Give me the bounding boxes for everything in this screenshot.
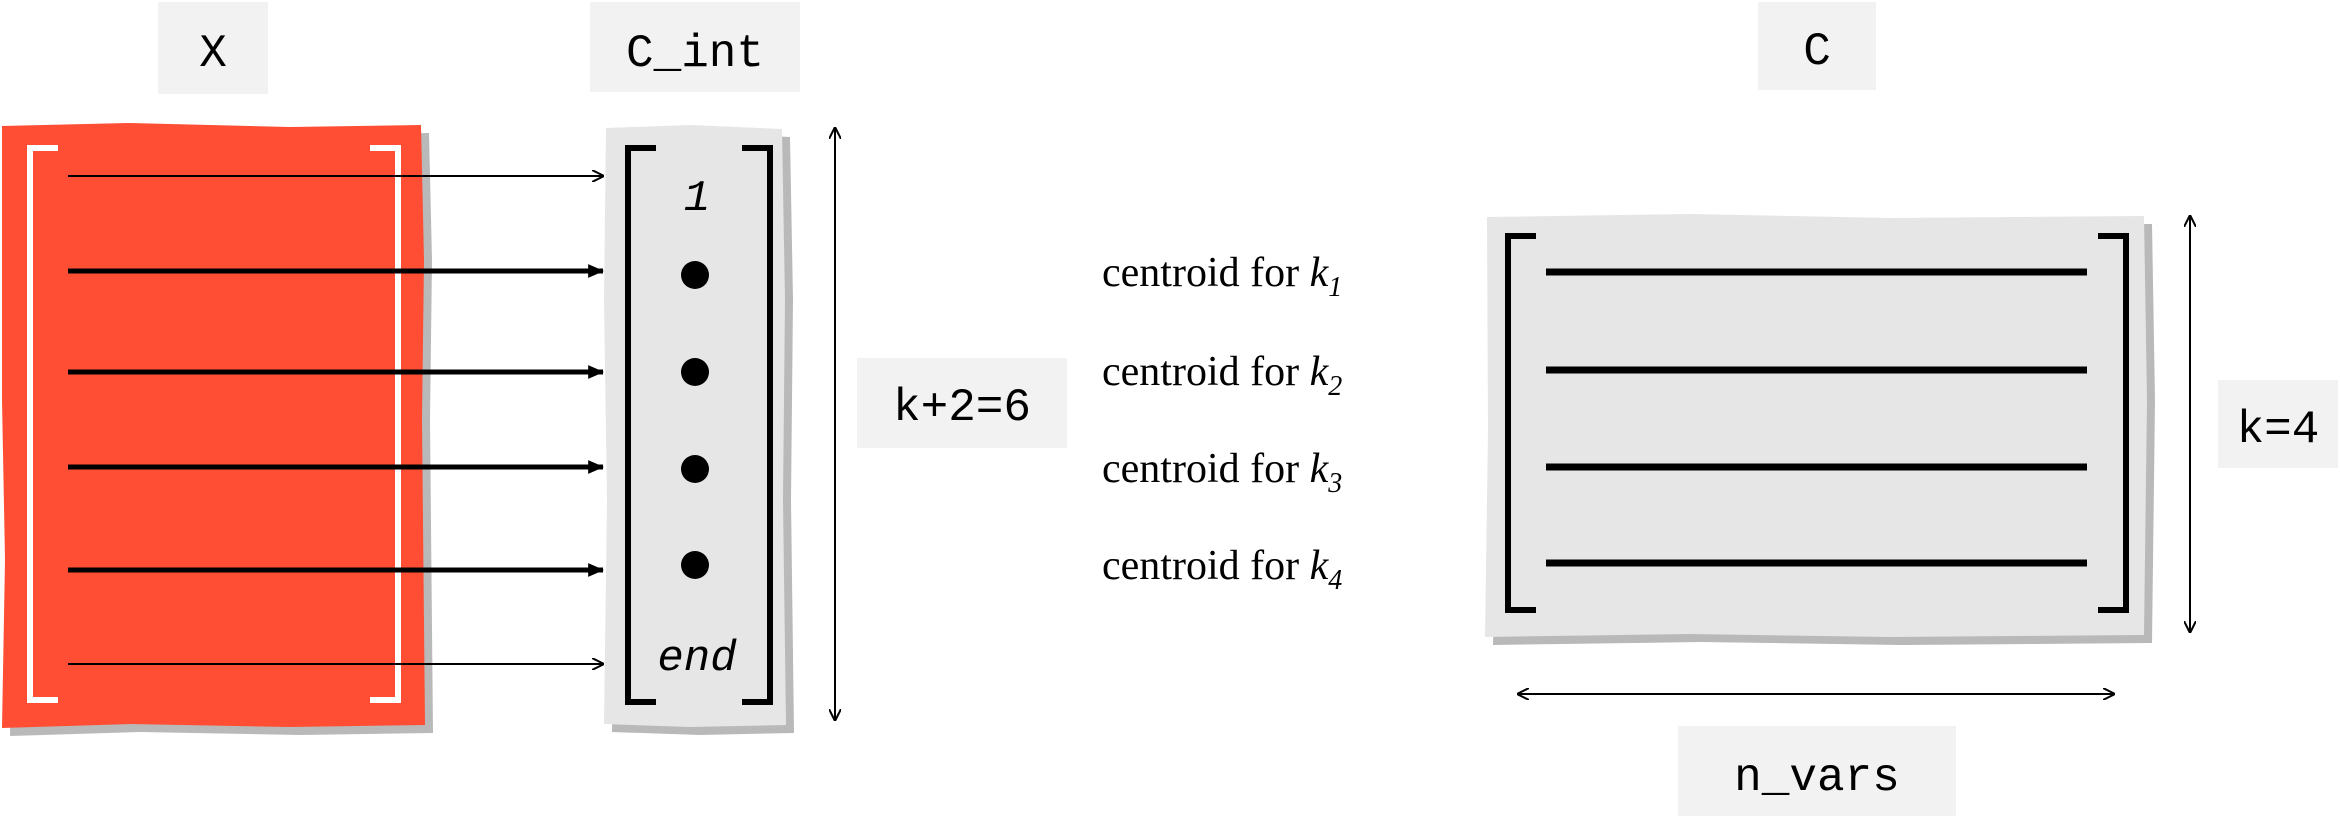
c-height-label: k=4 (2237, 404, 2320, 456)
svg-text:C_int: C_int (626, 28, 764, 80)
centroid-label-2: centroid for k2 (1102, 349, 1342, 402)
label-c: C (1758, 2, 1876, 90)
c-int-dot-4 (681, 551, 709, 579)
c-int-vector: 1 end (604, 125, 794, 735)
svg-text:C: C (1803, 26, 1831, 78)
c-width-dimension: n_vars (1518, 694, 2114, 816)
c-left-bracket (1505, 233, 1536, 613)
label-c-int: C_int (590, 2, 800, 92)
c-int-dot-2 (681, 358, 709, 386)
label-x: X (158, 2, 268, 94)
c-width-label: n_vars (1734, 752, 1900, 804)
c-int-dot-3 (681, 455, 709, 483)
c-int-left-bracket (625, 145, 656, 705)
centroid-labels: centroid for k1 centroid for k2 centroid… (1102, 250, 1342, 596)
c-int-dot-1 (681, 261, 709, 289)
centroid-label-3: centroid for k3 (1102, 446, 1342, 499)
x-matrix (2, 123, 433, 736)
row-arrows (68, 176, 605, 664)
c-int-last-entry: end (657, 634, 737, 684)
centroid-label-1: centroid for k1 (1102, 250, 1342, 303)
centroid-label-4: centroid for k4 (1102, 543, 1342, 596)
c-height-dimension: k=4 (2190, 216, 2338, 632)
c-matrix (1485, 214, 2155, 645)
x-left-bracket (27, 145, 58, 703)
c-int-right-bracket (742, 145, 773, 705)
c-int-height-dimension: k+2=6 (835, 128, 1067, 720)
x-right-bracket (370, 145, 401, 703)
c-right-bracket (2098, 233, 2129, 613)
c-int-height-label: k+2=6 (893, 382, 1031, 434)
svg-text:X: X (199, 28, 227, 80)
c-int-first-entry: 1 (684, 174, 710, 224)
